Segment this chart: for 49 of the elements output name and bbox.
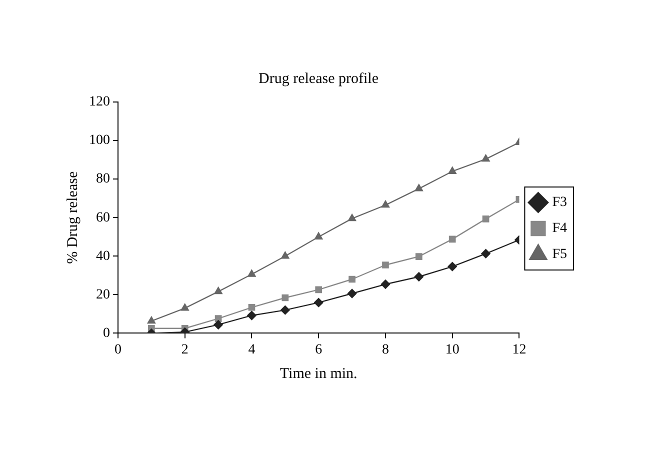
point (248, 304, 256, 311)
point (180, 304, 189, 311)
legend-label: F4 (552, 221, 568, 236)
point (415, 253, 422, 260)
y-tick-label: 80 (96, 172, 110, 187)
point (380, 280, 390, 289)
point (147, 316, 156, 324)
y-tick-label: 0 (103, 326, 110, 341)
y-tick-label: 120 (89, 94, 110, 110)
point (315, 286, 322, 294)
x-axis-title: Time in min. (280, 366, 358, 382)
point (214, 315, 222, 322)
point (348, 214, 356, 222)
point (448, 262, 457, 272)
point (347, 288, 357, 298)
point (247, 310, 256, 320)
point (481, 249, 490, 258)
legend-label: F3 (552, 195, 568, 210)
point (348, 276, 356, 283)
point (314, 298, 324, 308)
legend-label: F5 (552, 247, 568, 262)
point (482, 154, 490, 162)
y-axis-title: % Drug release (64, 171, 81, 264)
x-tick-label: 0 (114, 342, 122, 358)
y-tick-label: 100 (89, 133, 110, 148)
point (448, 236, 456, 243)
y-tick-label: 40 (96, 248, 110, 264)
x-tick-label: 4 (248, 342, 256, 358)
x-tick-label: 10 (445, 342, 460, 358)
x-tick-label: 2 (181, 342, 188, 358)
point (482, 216, 490, 222)
point (381, 200, 390, 208)
point (282, 294, 289, 302)
point (414, 184, 423, 192)
point (448, 166, 456, 174)
point (248, 270, 256, 277)
point (414, 272, 424, 282)
point (214, 320, 223, 330)
point (314, 232, 323, 240)
x-tick-label: 6 (315, 342, 322, 358)
point (214, 286, 222, 294)
point (281, 252, 290, 259)
point (382, 262, 389, 268)
y-tick-label: 20 (96, 287, 110, 302)
y-tick-label: 60 (96, 210, 110, 226)
x-tick-label: 12 (512, 342, 526, 358)
chart-title: Drug release profile (258, 70, 379, 87)
point (280, 305, 290, 315)
x-tick-label: 8 (382, 342, 389, 358)
